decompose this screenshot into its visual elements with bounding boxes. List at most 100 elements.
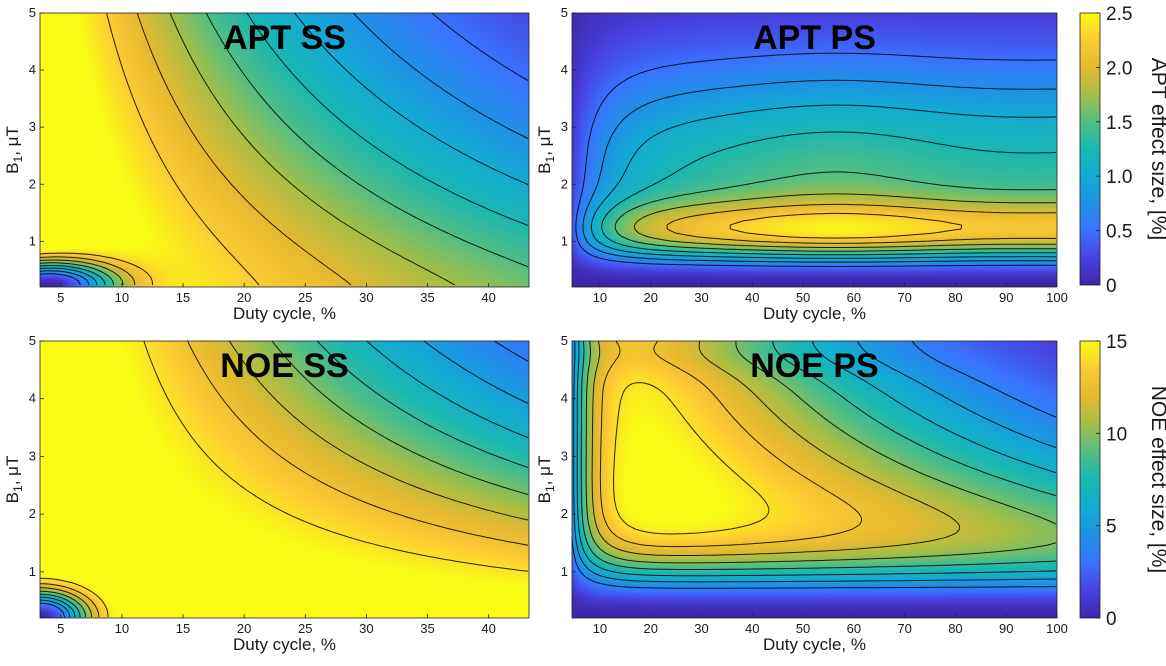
x-tick-label: 70 — [897, 621, 911, 636]
contour-line — [614, 171, 1057, 252]
y-tick-label: 3 — [561, 119, 568, 134]
panel-title: APT PS — [753, 19, 876, 57]
x-tick-label: 10 — [115, 621, 129, 636]
y-axis-label: B1, μT — [535, 456, 557, 504]
x-tick-label: 20 — [237, 290, 251, 305]
panel-title: APT SS — [223, 19, 346, 57]
contour-line — [39, 12, 456, 286]
colorbar-tick-label: 1.0 — [1106, 167, 1132, 188]
contour-line — [666, 203, 1057, 244]
contour-line — [39, 12, 529, 286]
x-tick-label: 80 — [948, 290, 962, 305]
y-tick-label: 5 — [29, 5, 36, 20]
colorbar-tick-label: 2.5 — [1106, 4, 1132, 25]
y-axis-label-subscript: 1 — [11, 155, 25, 162]
contour-line — [582, 79, 1057, 263]
x-tick-label: 50 — [796, 290, 810, 305]
y-axis-label-main: B — [535, 492, 554, 503]
x-tick-label: 90 — [999, 290, 1013, 305]
x-tick-label: 40 — [745, 621, 759, 636]
x-tick-label: 5 — [57, 290, 64, 305]
heatmap-surface-0 — [40, 13, 529, 287]
x-tick-label: 15 — [176, 621, 190, 636]
colorbar-tick-label: 0 — [1106, 609, 1117, 630]
y-axis-label: B1, μT — [3, 456, 25, 504]
contour-line — [39, 340, 529, 618]
contour-line — [39, 12, 529, 286]
x-tick-label: 35 — [420, 621, 434, 636]
y-tick-label: 4 — [29, 62, 36, 77]
y-axis-label-unit: , μT — [3, 126, 22, 156]
y-axis-label-subscript: 1 — [543, 155, 557, 162]
colorbar-tick-label: 0.5 — [1106, 222, 1132, 243]
x-tick-label: 60 — [847, 621, 861, 636]
x-tick-label: 35 — [420, 290, 434, 305]
x-tick-label: 70 — [897, 290, 911, 305]
plot-frame — [39, 340, 530, 619]
x-tick-label: 30 — [359, 290, 373, 305]
y-tick-label: 3 — [29, 448, 36, 463]
contour-line — [591, 340, 961, 556]
panel-title: NOE SS — [220, 347, 348, 385]
x-tick-label: 100 — [1046, 290, 1068, 305]
x-tick-label: 20 — [237, 621, 251, 636]
y-tick-label: 1 — [29, 564, 36, 579]
x-tick-label: 90 — [999, 621, 1013, 636]
colorbar-tick-label: 10 — [1106, 424, 1127, 445]
y-tick-label: 5 — [561, 5, 568, 20]
y-axis-label-main: B — [3, 492, 22, 503]
y-tick-label: 4 — [29, 391, 36, 406]
x-tick-label: 25 — [298, 290, 312, 305]
colorbar-tick-label: 1.5 — [1106, 113, 1132, 134]
contour-line — [39, 12, 260, 286]
colorbar-label: NOE effect size, [%] — [1147, 386, 1166, 574]
contour-line — [39, 340, 529, 618]
x-axis-label: Duty cycle, % — [233, 304, 336, 323]
colorbar-label: APT effect size, [%] — [1147, 58, 1166, 240]
contour-line — [580, 340, 1057, 570]
x-axis-label: Duty cycle, % — [763, 635, 866, 654]
plot-frame — [39, 12, 530, 288]
x-tick-label: 20 — [643, 290, 657, 305]
y-tick-label: 1 — [561, 233, 568, 248]
x-tick-label: 60 — [847, 290, 861, 305]
y-tick-label: 4 — [561, 62, 568, 77]
y-axis-label-unit: , μT — [535, 126, 554, 156]
contour-lines-1 — [575, 52, 1057, 267]
x-tick-label: 80 — [948, 621, 962, 636]
y-tick-label: 2 — [29, 506, 36, 521]
x-tick-label: 30 — [694, 290, 708, 305]
y-tick-label: 5 — [29, 333, 36, 348]
contour-line — [39, 340, 529, 618]
plot-frame — [571, 340, 1058, 619]
contour-line — [634, 193, 1057, 248]
y-tick-label: 3 — [29, 119, 36, 134]
colorbar-tick-label: 5 — [1106, 517, 1117, 538]
colorbar-tick-label: 0 — [1106, 276, 1117, 297]
y-tick-label: 2 — [29, 176, 36, 191]
contour-line — [576, 340, 1057, 577]
colorbar-tick-label: 2.0 — [1106, 58, 1132, 79]
y-axis-label-main: B — [535, 162, 554, 173]
y-axis-label-subscript: 1 — [543, 485, 557, 492]
contour-line — [39, 340, 529, 618]
colorbar-apt — [1079, 12, 1101, 286]
y-tick-label: 1 — [29, 233, 36, 248]
x-tick-label: 10 — [593, 290, 607, 305]
contour-line — [39, 12, 529, 286]
y-axis-label: B1, μT — [535, 126, 557, 174]
contour-line — [39, 12, 352, 286]
contour-line — [729, 212, 963, 239]
x-axis-label: Duty cycle, % — [763, 304, 866, 323]
x-tick-label: 40 — [745, 290, 759, 305]
contour-line — [601, 131, 1057, 256]
contour-line — [590, 104, 1057, 259]
x-axis-label: Duty cycle, % — [233, 635, 336, 654]
y-tick-label: 2 — [561, 176, 568, 191]
y-tick-label: 3 — [561, 448, 568, 463]
contour-lines-0 — [39, 12, 529, 286]
y-tick-label: 1 — [561, 564, 568, 579]
y-axis-label-subscript: 1 — [11, 485, 25, 492]
contour-line — [575, 52, 1057, 267]
